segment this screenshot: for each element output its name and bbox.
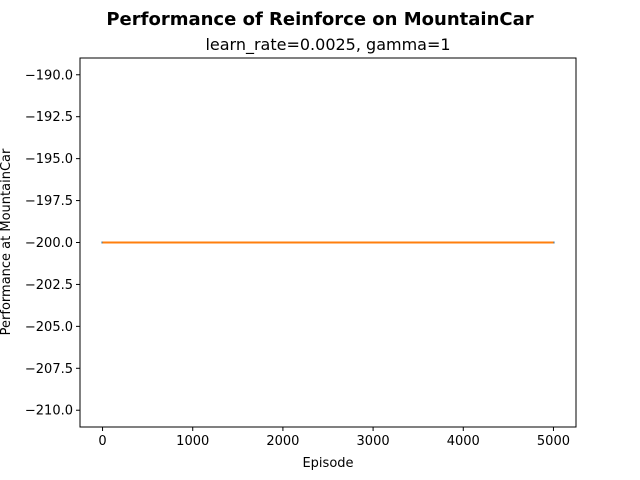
y-tick-label: −207.5: [25, 362, 73, 377]
y-tick-label: −192.5: [25, 110, 73, 125]
y-tick-label: −210.0: [25, 404, 73, 419]
plot-area: 0 1000 2000 3000 4000 5000 −190.0 −192.5 −195.0 −…: [25, 57, 577, 449]
y-axis-label: Performance at MountainCar: [0, 148, 14, 335]
x-tick-label: 1000: [176, 434, 209, 449]
y-tick-label: −190.0: [25, 68, 73, 83]
x-axis-label: Episode: [302, 456, 353, 471]
y-tick-label: −200.0: [25, 236, 73, 251]
y-tick-label: −197.5: [25, 194, 73, 209]
chart-subtitle: learn_rate=0.0025, gamma=1: [205, 35, 450, 55]
x-tick-label: 4000: [447, 434, 480, 449]
y-tick-label: −205.0: [25, 320, 73, 335]
x-tick-label: 5000: [537, 434, 570, 449]
y-tick-label: −195.0: [25, 152, 73, 167]
y-tick-label: −202.5: [25, 278, 73, 293]
x-tick-label: 3000: [357, 434, 390, 449]
x-tick-label: 0: [98, 434, 106, 449]
chart-title: Performance of Reinforce on MountainCar: [106, 9, 533, 30]
x-tick-label: 2000: [266, 434, 299, 449]
